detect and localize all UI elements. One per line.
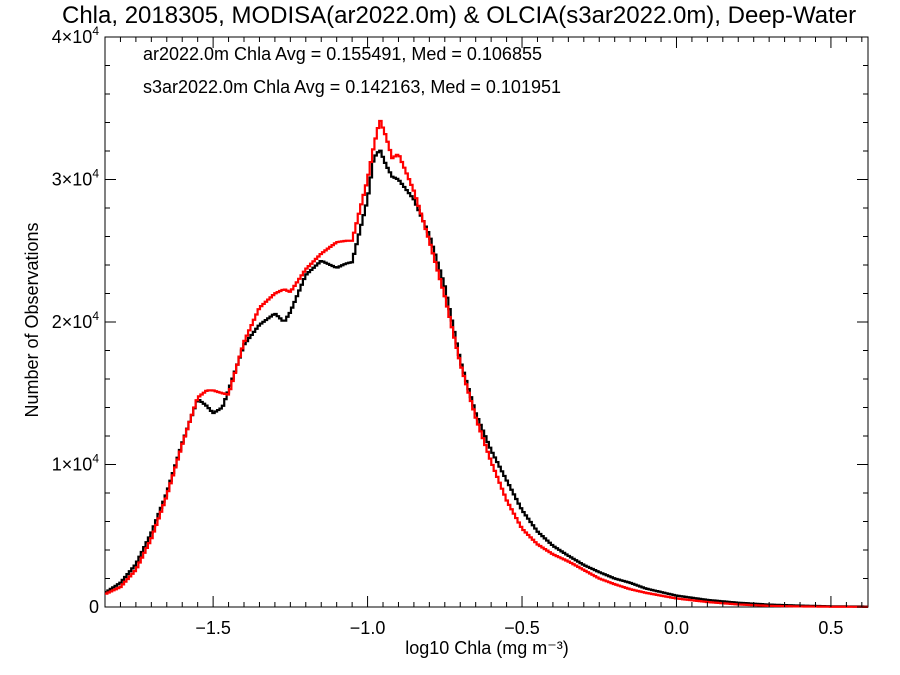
x-tick-label: 0.0 <box>664 618 689 638</box>
y-tick-label: 2×104 <box>52 309 100 332</box>
y-tick-label: 1×104 <box>52 452 100 475</box>
plot-frame <box>104 36 869 608</box>
tick-marks <box>104 36 868 608</box>
annotation-ar2022-stats: ar2022.0m Chla Avg = 0.155491, Med = 0.1… <box>143 44 542 64</box>
y-tick-labels: 0 1×104 2×104 3×104 4×104 <box>52 24 100 617</box>
annotation-s3ar2022-stats: s3ar2022.0m Chla Avg = 0.142163, Med = 0… <box>143 77 561 97</box>
y-tick-label: 0 <box>89 597 99 617</box>
series-group <box>105 119 868 608</box>
x-tick-label: −1.0 <box>350 618 386 638</box>
series-line-2 <box>105 119 868 608</box>
x-axis-label: log10 Chla (mg m⁻³) <box>405 638 569 658</box>
x-tick-label: 0.5 <box>818 618 843 638</box>
y-axis-label: Number of Observations <box>22 222 42 417</box>
x-tick-label: −1.5 <box>195 618 231 638</box>
x-tick-labels: −1.5 −1.0 −0.5 0.0 0.5 <box>195 618 843 638</box>
chart-title: Chla, 2018305, MODISA(ar2022.0m) & OLCIA… <box>62 2 856 29</box>
plot-area <box>104 36 869 608</box>
x-tick-label: −0.5 <box>504 618 540 638</box>
series-line-1 <box>105 149 868 608</box>
y-tick-label: 3×104 <box>52 167 100 190</box>
y-tick-label: 4×104 <box>52 24 100 47</box>
